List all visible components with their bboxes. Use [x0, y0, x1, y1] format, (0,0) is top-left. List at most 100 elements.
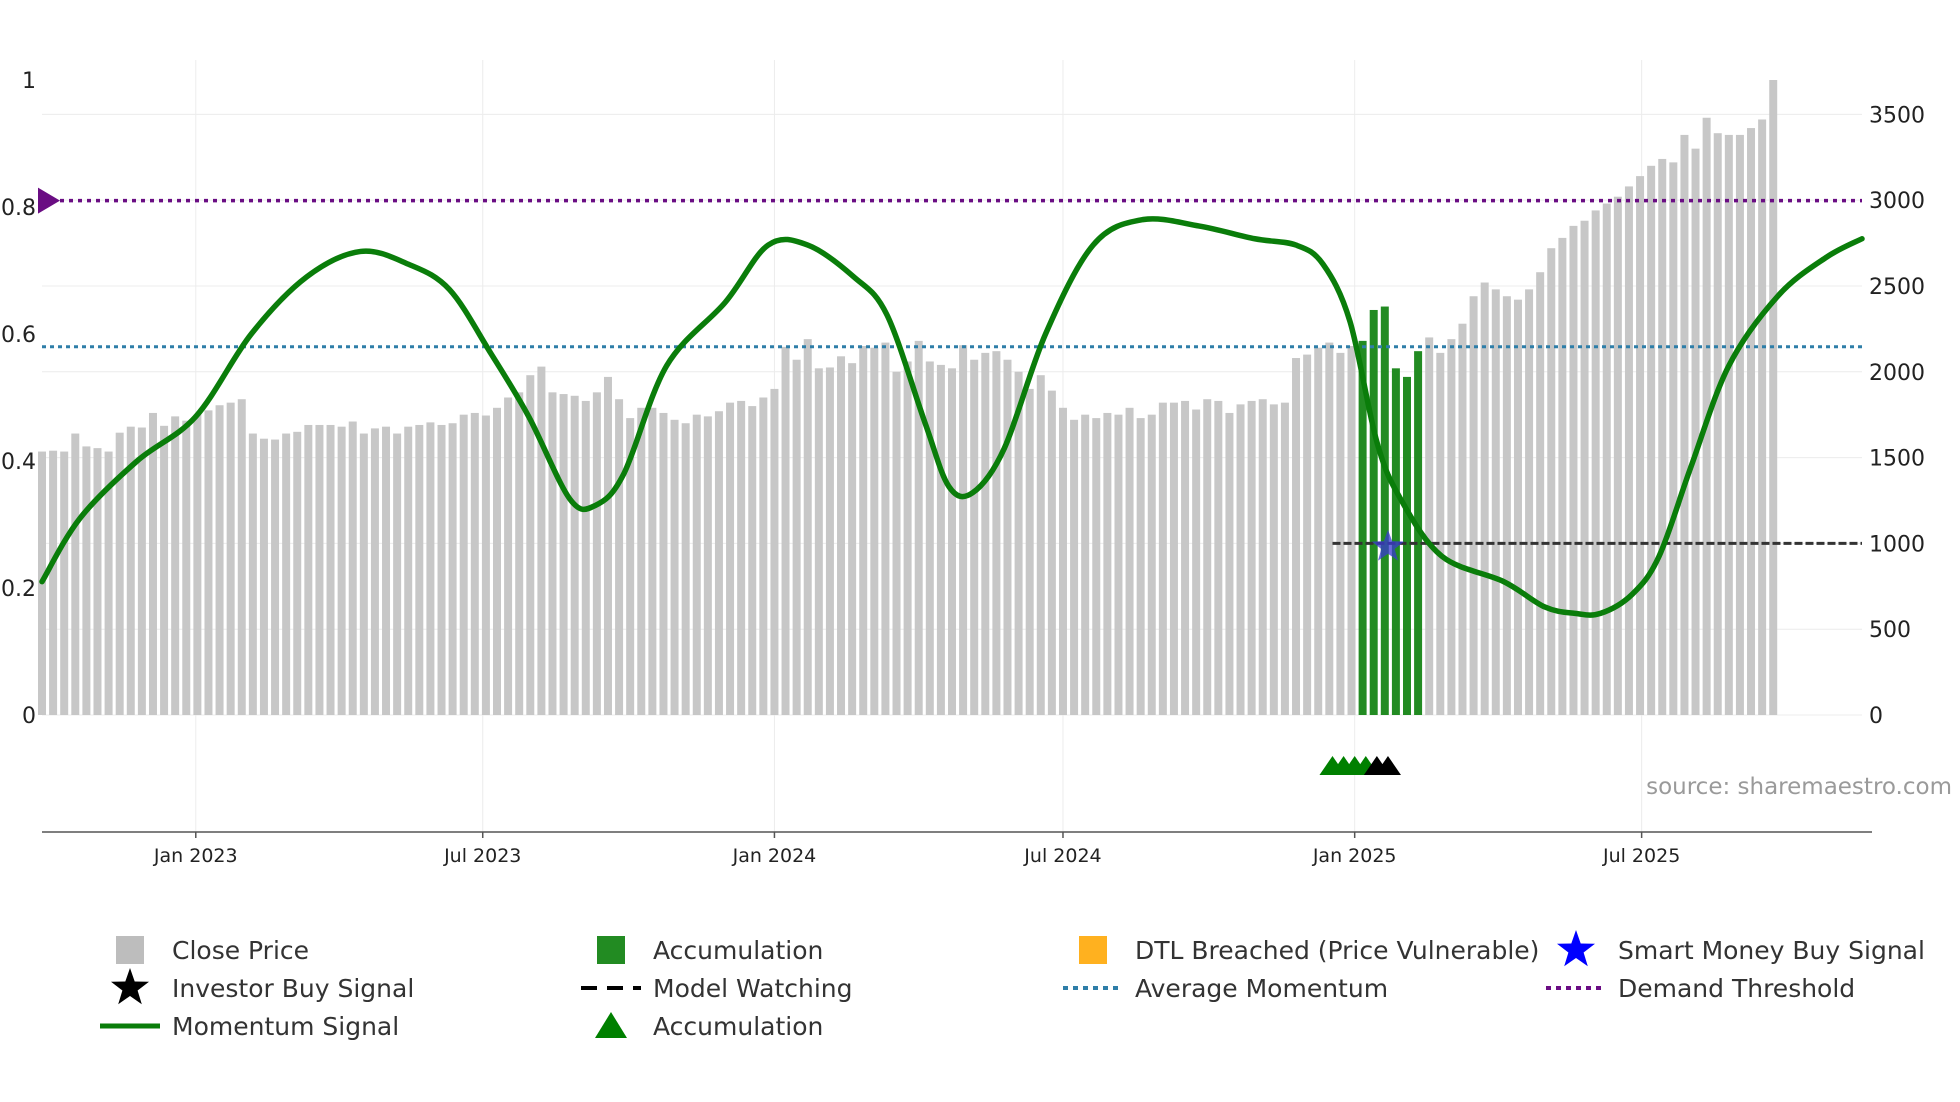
close-price-bar: [859, 346, 868, 715]
close-price-bar: [304, 424, 313, 715]
reference-lines: [38, 187, 1862, 545]
close-price-bar: [504, 397, 513, 715]
close-price-bar: [1058, 407, 1067, 715]
close-price-bar: [1114, 414, 1123, 715]
close-price-bar: [559, 394, 568, 715]
demand-threshold-marker: [38, 187, 60, 214]
legend-star-icon: [111, 968, 149, 1005]
close-price-bar: [1336, 352, 1345, 715]
close-price-bar: [248, 433, 257, 715]
close-price-bar: [1647, 165, 1656, 716]
close-price-bar: [1203, 399, 1212, 715]
signal-markers: [1319, 529, 1405, 775]
legend-swatch-square: [116, 936, 144, 964]
close-price-bar: [415, 424, 424, 715]
close-price-bar: [714, 411, 723, 715]
close-price-bar: [1025, 388, 1034, 715]
close-price-bar: [237, 399, 246, 715]
close-price-bar: [1103, 412, 1112, 715]
close-price-bar: [537, 366, 546, 715]
close-price-bar: [370, 428, 379, 715]
legend-label: Close Price: [172, 936, 309, 965]
close-price-bar: [548, 392, 557, 715]
close-price-bar: [171, 416, 180, 715]
close-price-bar: [970, 359, 979, 715]
close-price-bar: [670, 419, 679, 715]
investor-buy-triangle: [1374, 756, 1401, 775]
close-price-bar: [1136, 418, 1145, 715]
close-price-bar: [160, 425, 169, 715]
close-price-bar: [1247, 400, 1256, 715]
close-price-bar: [404, 426, 413, 715]
close-price-bar: [892, 371, 901, 715]
close-price-bar: [1769, 80, 1778, 715]
close-price-bar: [1269, 404, 1278, 715]
close-price-bar: [426, 422, 435, 715]
close-price-bar: [1713, 133, 1722, 715]
close-price-bar: [681, 423, 690, 715]
close-price-bar: [1691, 148, 1700, 715]
close-price-bar: [515, 392, 524, 715]
close-price-bar: [936, 364, 945, 715]
close-price-bar: [148, 412, 157, 715]
close-price-bar: [1003, 359, 1012, 715]
close-price-bar: [1258, 399, 1267, 715]
accumulation-bar: [1369, 309, 1378, 715]
close-price-bar: [137, 427, 146, 715]
close-price-bar: [1580, 220, 1589, 715]
close-price-bar: [1192, 409, 1201, 715]
close-price-bar: [1636, 176, 1645, 716]
close-price-bar: [1536, 272, 1545, 715]
close-price-bar: [703, 416, 712, 715]
close-price-bar: [1169, 402, 1178, 715]
close-price-bar: [1447, 339, 1456, 715]
close-price-bar: [337, 426, 346, 715]
close-price-bar: [1047, 390, 1056, 715]
close-price-bar: [903, 361, 912, 715]
legend-item: Average Momentum: [1063, 974, 1388, 1003]
close-price-bar: [1658, 158, 1667, 716]
close-price-bar: [326, 424, 335, 715]
close-price-bar: [1669, 162, 1678, 716]
close-price-bar: [1747, 128, 1756, 715]
close-price-bar: [959, 345, 968, 715]
close-price-bar: [1525, 289, 1534, 715]
close-price-bar: [382, 426, 391, 715]
close-price-bar: [1036, 375, 1045, 715]
close-price-bar: [626, 418, 635, 715]
close-price-bar: [1314, 347, 1323, 715]
legend: Close Price Accumulation DTL Breached (Pri…: [100, 930, 1925, 1041]
right-axis-tick: 2500: [1869, 275, 1925, 300]
legend-star-icon: [1557, 930, 1595, 967]
close-price-bar: [193, 414, 202, 715]
close-price-bar: [837, 356, 846, 715]
x-axis-tick: Jan 2023: [153, 845, 238, 867]
close-price-bar: [825, 367, 834, 715]
close-price-bar: [470, 412, 479, 715]
close-price-bar: [104, 451, 113, 715]
x-axis-tick: Jul 2025: [1602, 845, 1680, 867]
close-price-bar: [1502, 296, 1511, 715]
close-price-bar: [82, 446, 91, 715]
close-price-bar: [981, 352, 990, 715]
close-price-bar: [259, 438, 268, 715]
close-price-bar: [204, 410, 213, 715]
close-price-bar: [1469, 296, 1478, 715]
left-axis-tick: 1: [22, 69, 36, 94]
right-axis-tick: 3500: [1869, 103, 1925, 128]
close-price-bar: [126, 426, 135, 715]
close-price-bar: [1158, 402, 1167, 715]
close-price-bar: [781, 346, 790, 715]
close-price-bar: [1758, 119, 1767, 716]
accumulation-bar: [1358, 340, 1367, 715]
close-price-bar: [448, 423, 457, 715]
close-price-bar: [803, 339, 812, 715]
legend-label: Investor Buy Signal: [172, 974, 414, 1003]
legend-swatch-square: [1079, 936, 1107, 964]
left-axis-tick: 0.6: [1, 323, 36, 348]
close-price-bar: [293, 431, 302, 715]
close-price-bar: [570, 395, 579, 715]
close-price-bar: [1092, 418, 1101, 715]
close-price-bar: [592, 392, 601, 715]
